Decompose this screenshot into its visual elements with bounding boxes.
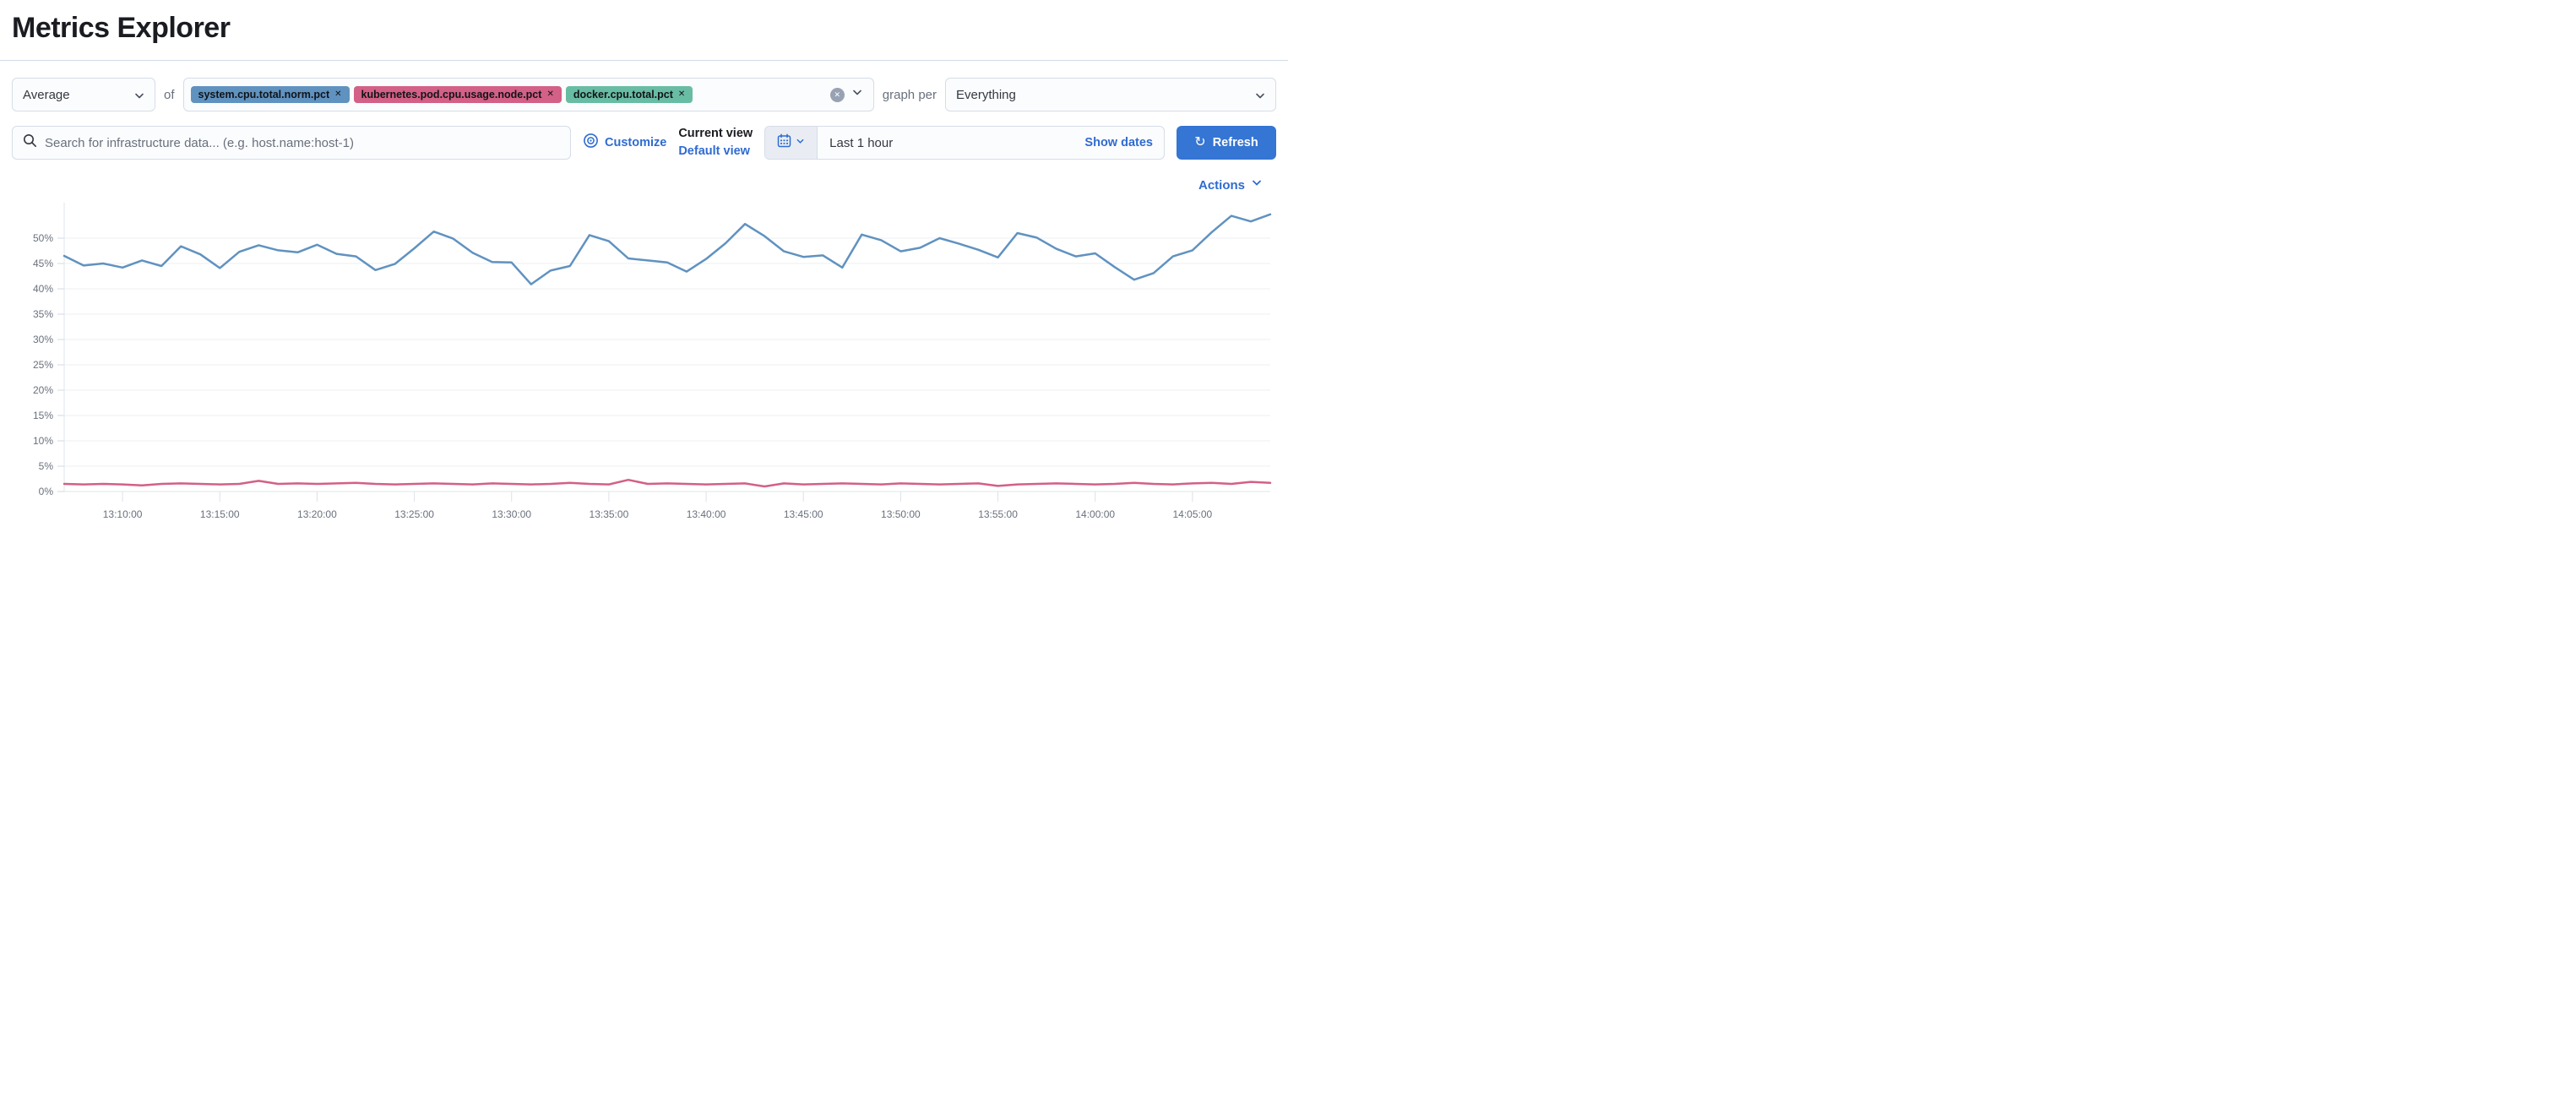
metric-badge[interactable]: docker.cpu.total.pct ✕	[565, 85, 693, 104]
page-header: Metrics Explorer	[0, 0, 1288, 60]
view-controls: Current view Default view	[678, 125, 753, 160]
remove-metric-icon[interactable]: ✕	[334, 90, 342, 99]
refresh-label: Refresh	[1212, 136, 1258, 150]
svg-text:40%: 40%	[33, 283, 53, 295]
quick-select-button[interactable]	[765, 127, 818, 160]
svg-text:35%: 35%	[33, 308, 53, 320]
graph-per-label: graph per	[882, 87, 937, 102]
refresh-button[interactable]: ↻ Refresh	[1177, 126, 1276, 160]
metric-badges: system.cpu.total.norm.pct ✕ kubernetes.pod…	[190, 85, 826, 104]
refresh-icon: ↻	[1194, 135, 1206, 150]
search-toolbar: Customize Current view Default view Last…	[12, 125, 1276, 160]
metrics-chart[interactable]: 0% 5% 10% 15% 20% 25% 30% 35% 40% 45% 50% 13:10:00 1…	[12, 198, 1276, 540]
svg-text:13:35:00: 13:35:00	[590, 508, 629, 520]
svg-text:13:15:00: 13:15:00	[200, 508, 240, 520]
clear-metrics-icon[interactable]: ✕	[829, 87, 845, 102]
svg-text:0%: 0%	[39, 486, 54, 497]
super-date-picker: Last 1 hour Show dates	[764, 126, 1165, 160]
metric-badge-label: kubernetes.pod.cpu.usage.node.pct	[361, 88, 542, 100]
remove-metric-icon[interactable]: ✕	[677, 90, 686, 99]
svg-text:13:55:00: 13:55:00	[978, 508, 1018, 520]
search-icon	[23, 133, 37, 152]
svg-text:14:00:00: 14:00:00	[1075, 508, 1115, 520]
combo-controls: ✕	[829, 87, 867, 102]
group-by-select[interactable]: Everything	[945, 78, 1276, 111]
svg-text:13:20:00: 13:20:00	[297, 508, 337, 520]
metric-badge-label: system.cpu.total.norm.pct	[198, 88, 330, 100]
remove-metric-icon[interactable]: ✕	[546, 90, 554, 99]
metrics-chart-svg: 0% 5% 10% 15% 20% 25% 30% 35% 40% 45% 50% 13:10:00 1…	[33, 203, 1272, 520]
of-label: of	[164, 87, 175, 102]
default-view-link[interactable]: Default view	[678, 144, 750, 159]
date-range-value[interactable]: Last 1 hour	[829, 135, 894, 150]
svg-text:13:45:00: 13:45:00	[784, 508, 823, 520]
svg-text:30%: 30%	[33, 334, 53, 345]
svg-text:14:05:00: 14:05:00	[1173, 508, 1213, 520]
search-field[interactable]	[12, 126, 571, 160]
actions-label: Actions	[1198, 177, 1245, 193]
chevron-down-icon	[1254, 90, 1266, 106]
current-view-label: Current view	[678, 127, 753, 140]
aggregation-select[interactable]: Average	[12, 78, 155, 111]
chevron-down-icon	[1251, 177, 1263, 193]
metric-badge[interactable]: kubernetes.pod.cpu.usage.node.pct ✕	[353, 85, 562, 104]
header-divider	[0, 60, 1288, 61]
svg-text:5%: 5%	[39, 460, 54, 472]
group-by-value: Everything	[956, 87, 1016, 102]
aggregation-value: Average	[23, 87, 70, 102]
search-input[interactable]	[45, 135, 560, 150]
customize-button[interactable]: Customize	[583, 133, 666, 153]
chevron-down-icon	[133, 90, 145, 106]
svg-text:10%: 10%	[33, 435, 53, 447]
metric-toolbar: Average of system.cpu.total.norm.pct ✕ kub…	[12, 78, 1276, 111]
calendar-icon	[777, 133, 791, 152]
svg-text:13:40:00: 13:40:00	[687, 508, 726, 520]
svg-text:13:50:00: 13:50:00	[881, 508, 921, 520]
metric-badge[interactable]: system.cpu.total.norm.pct ✕	[190, 85, 350, 104]
page-title: Metrics Explorer	[12, 12, 231, 44]
svg-text:13:30:00: 13:30:00	[492, 508, 531, 520]
svg-text:45%: 45%	[33, 258, 53, 269]
metrics-combo-box[interactable]: system.cpu.total.norm.pct ✕ kubernetes.pod…	[182, 78, 874, 111]
svg-text:25%: 25%	[33, 359, 53, 371]
actions-row: Actions	[0, 177, 1263, 193]
actions-menu-button[interactable]: Actions	[1198, 177, 1263, 193]
svg-text:20%: 20%	[33, 384, 53, 396]
show-dates-link[interactable]: Show dates	[1084, 136, 1153, 150]
svg-text:13:25:00: 13:25:00	[394, 508, 434, 520]
customize-label: Customize	[605, 136, 667, 150]
metric-badge-label: docker.cpu.total.pct	[573, 88, 673, 100]
chevron-down-icon	[796, 135, 805, 150]
eye-icon	[583, 133, 599, 153]
chevron-down-icon[interactable]	[851, 87, 863, 102]
svg-text:13:10:00: 13:10:00	[103, 508, 143, 520]
svg-text:50%: 50%	[33, 232, 53, 244]
svg-text:15%: 15%	[33, 410, 53, 421]
